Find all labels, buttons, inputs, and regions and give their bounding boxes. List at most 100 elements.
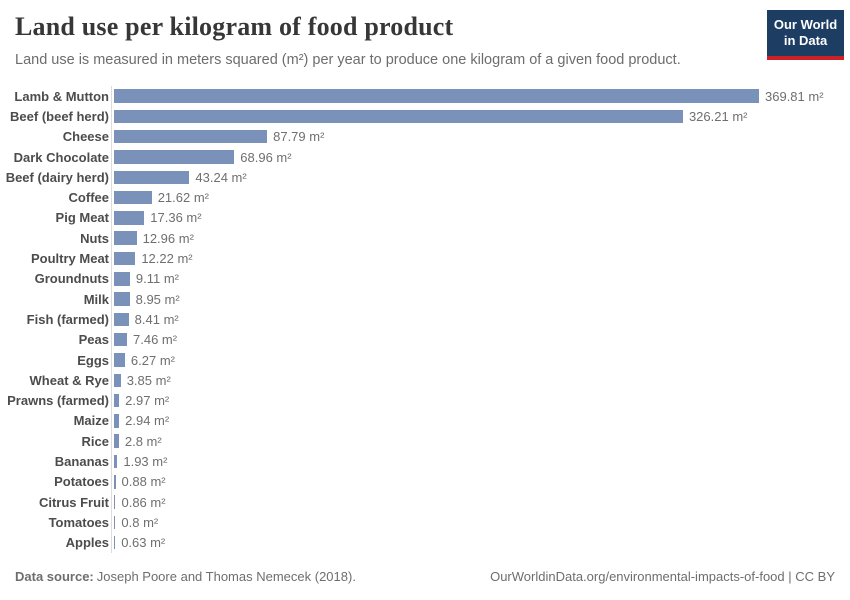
bar[interactable] (114, 515, 116, 530)
bar-wrap: 0.88 m² (114, 474, 850, 489)
bar[interactable] (114, 211, 145, 225)
category-label: Beef (dairy herd) (5, 169, 109, 185)
value-label: 68.96 m² (240, 149, 292, 165)
bar-wrap: 6.27 m² (114, 353, 850, 368)
chart-row: Maize 2.94 m² (0, 411, 850, 431)
bar-chart: Lamb & Mutton 369.81 m² Beef (beef herd) 32… (0, 86, 850, 553)
chart-row: Apples 0.63 m² (0, 533, 850, 553)
bar-wrap: 8.41 m² (114, 312, 850, 327)
bar-wrap: 87.79 m² (114, 129, 850, 144)
bar-wrap: 2.94 m² (114, 413, 850, 428)
category-label: Poultry Meat (30, 251, 109, 267)
chart-row: Fish (farmed) 8.41 m² (0, 309, 850, 329)
bar[interactable] (114, 89, 759, 103)
value-label: 2.94 m² (125, 413, 170, 429)
value-label: 369.81 m² (765, 88, 824, 104)
chart-row: Citrus Fruit 0.86 m² (0, 492, 850, 512)
bar[interactable] (114, 170, 190, 185)
chart-row: Pig Meat 17.36 m² (0, 208, 850, 228)
category-label: Pig Meat (55, 210, 109, 226)
category-label: Lamb & Mutton (14, 88, 109, 104)
footer-separator: | (784, 569, 796, 584)
chart-rows: Lamb & Mutton 369.81 m² Beef (beef herd) 32… (0, 86, 850, 553)
bar[interactable] (114, 454, 118, 469)
chart-row: Groundnuts 9.11 m² (0, 269, 850, 289)
chart-row: Poultry Meat 12.22 m² (0, 248, 850, 268)
value-label: 2.8 m² (124, 433, 162, 449)
value-label: 8.95 m² (135, 291, 180, 307)
value-label: 0.8 m² (121, 514, 159, 530)
chart-row: Nuts 12.96 m² (0, 228, 850, 248)
bar[interactable] (114, 190, 152, 205)
chart-row: Cheese 87.79 m² (0, 127, 850, 147)
category-label: Citrus Fruit (38, 494, 109, 510)
category-label: Wheat & Rye (29, 372, 109, 388)
chart-row: Wheat & Rye 3.85 m² (0, 370, 850, 390)
bar[interactable] (114, 292, 130, 306)
data-source-note: Data source: Joseph Poore and Thomas Neme… (15, 569, 356, 584)
y-axis-line (111, 86, 112, 553)
category-label: Rice (81, 433, 109, 449)
value-label: 12.22 m² (141, 251, 193, 267)
bar[interactable] (114, 535, 116, 550)
bar-wrap: 369.81 m² (114, 89, 850, 104)
bar[interactable] (114, 312, 129, 327)
bar[interactable] (114, 109, 683, 124)
value-label: 8.41 m² (134, 311, 179, 327)
value-label: 7.46 m² (133, 332, 178, 348)
bar-wrap: 68.96 m² (114, 150, 850, 165)
bar[interactable] (114, 251, 136, 266)
owid-logo-line1: Our World (773, 17, 838, 32)
owid-logo[interactable]: Our World in Data (767, 10, 844, 60)
chart-row: Dark Chocolate 68.96 m² (0, 147, 850, 167)
owid-url-link[interactable]: OurWorldinData.org/environmental-impacts… (490, 569, 785, 584)
bar-wrap: 2.97 m² (114, 393, 850, 408)
bar-wrap: 0.86 m² (114, 495, 850, 510)
value-label: 87.79 m² (273, 129, 325, 145)
bar-wrap: 12.96 m² (114, 231, 850, 246)
category-label: Fish (farmed) (26, 311, 109, 327)
chart-row: Milk 8.95 m² (0, 289, 850, 309)
bar-wrap: 9.11 m² (114, 271, 850, 286)
value-label: 326.21 m² (688, 108, 748, 124)
value-label: 2.97 m² (125, 393, 170, 409)
bar[interactable] (114, 434, 119, 448)
bar-wrap: 8.95 m² (114, 292, 850, 307)
category-label: Groundnuts (34, 271, 109, 287)
bar[interactable] (114, 150, 235, 164)
category-label: Apples (65, 535, 109, 551)
chart-row: Peas 7.46 m² (0, 330, 850, 350)
chart-row: Rice 2.8 m² (0, 431, 850, 451)
bar-wrap: 21.62 m² (114, 190, 850, 205)
bar[interactable] (114, 475, 116, 489)
data-source-text: Joseph Poore and Thomas Nemecek (2018). (96, 569, 356, 584)
bar-wrap: 0.8 m² (114, 515, 850, 530)
bar-wrap: 7.46 m² (114, 332, 850, 347)
bar[interactable] (114, 414, 120, 428)
value-label: 0.88 m² (121, 474, 166, 490)
bar[interactable] (114, 353, 125, 367)
value-label: 3.85 m² (126, 372, 171, 388)
bar[interactable] (114, 272, 130, 286)
category-label: Dark Chocolate (13, 149, 109, 165)
data-source-label: Data source: (15, 569, 94, 584)
bar[interactable] (114, 393, 120, 408)
chart-row: Tomatoes 0.8 m² (0, 512, 850, 532)
value-label: 6.27 m² (130, 352, 175, 368)
bar[interactable] (114, 129, 268, 144)
chart-row: Eggs 6.27 m² (0, 350, 850, 370)
chart-row: Lamb & Mutton 369.81 m² (0, 86, 850, 106)
owid-logo-line2: in Data (783, 33, 828, 49)
category-label: Milk (83, 291, 109, 307)
chart-row: Prawns (farmed) 2.97 m² (0, 390, 850, 410)
bar[interactable] (114, 373, 121, 388)
bar-wrap: 12.22 m² (114, 251, 850, 266)
bar[interactable] (114, 231, 137, 245)
category-label: Eggs (77, 352, 109, 368)
value-label: 1.93 m² (123, 453, 168, 469)
attribution-note: OurWorldinData.org/environmental-impacts… (490, 569, 835, 584)
bar[interactable] (114, 332, 127, 347)
chart-subtitle: Land use is measured in meters squared (… (15, 52, 681, 68)
bar[interactable] (114, 495, 116, 509)
